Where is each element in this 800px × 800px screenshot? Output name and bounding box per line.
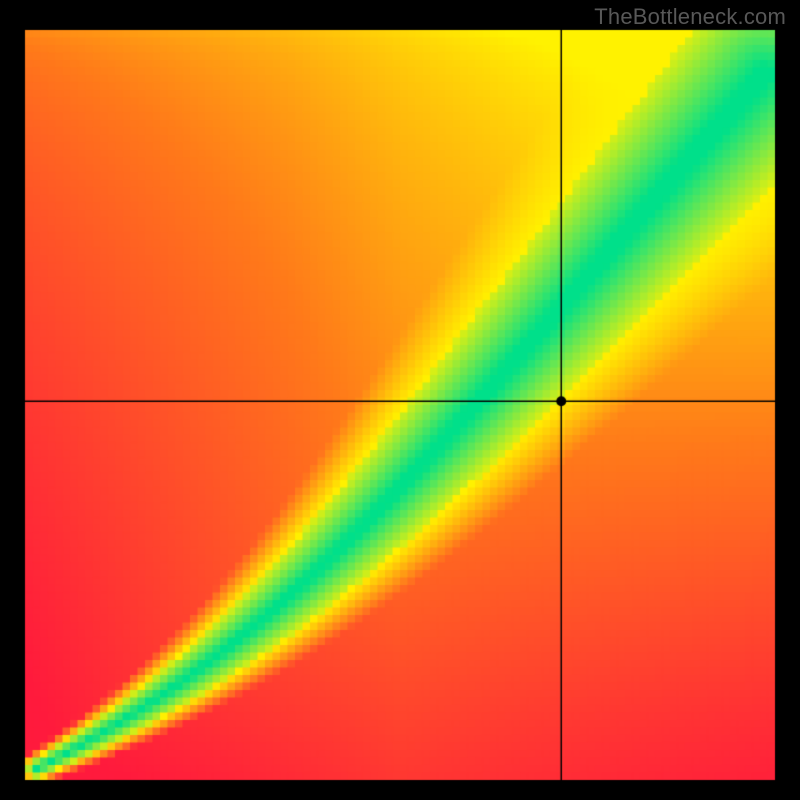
bottleneck-heatmap	[0, 0, 800, 800]
watermark-text: TheBottleneck.com	[594, 4, 786, 30]
